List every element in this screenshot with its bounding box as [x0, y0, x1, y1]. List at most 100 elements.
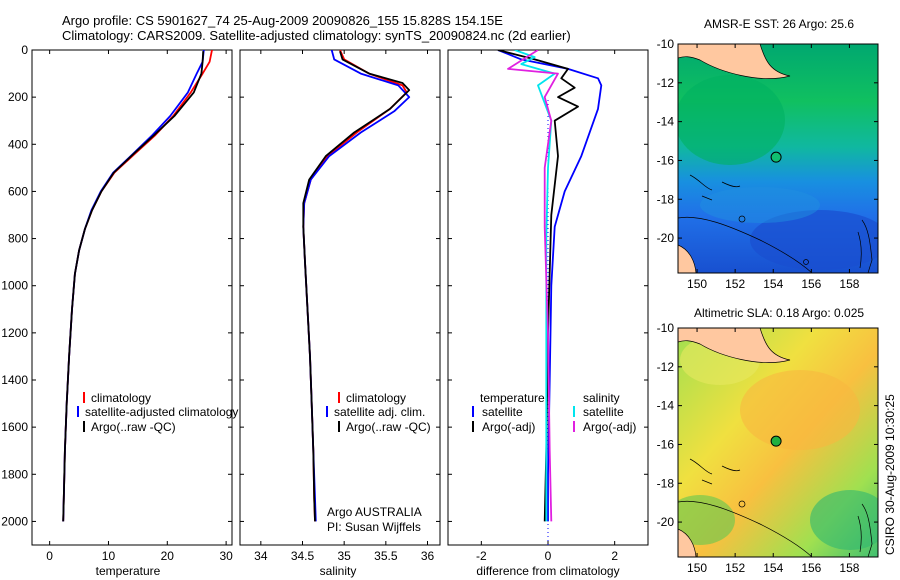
x-tick-label: 30 [219, 549, 233, 563]
y-tick-label: -20 [657, 231, 675, 245]
land-mass [678, 244, 697, 273]
legend-swatch-satellite [77, 406, 79, 417]
x-tick-label: 10 [102, 549, 116, 563]
x-tick-label: 36 [421, 549, 435, 563]
difference-ticks: -2 0 2 [448, 49, 648, 563]
x-tick-label: 34 [254, 549, 268, 563]
x-tick-label: 154 [763, 561, 783, 575]
legend-swatch-argo [83, 421, 85, 432]
y-tick-label: -16 [657, 437, 675, 451]
series-line-satellite-adj-clim- [302, 50, 411, 522]
legend-swatch-temp-satellite [472, 406, 474, 417]
legend-label-temp-satellite: satellite [482, 405, 523, 419]
legend-label-salt-argo: Argo(-adj) [583, 420, 636, 434]
sla-map-title: Altimetric SLA: 0.18 Argo: 0.025 [694, 306, 864, 320]
x-tick-label: 150 [687, 561, 707, 575]
legend-label-temp-argo: Argo(-adj) [482, 420, 535, 434]
reef-outline [738, 500, 746, 508]
series-line-salinity-argo-adj- [507, 50, 559, 522]
y-tick-label: 400 [8, 137, 28, 151]
y-tick-label: 600 [8, 184, 28, 198]
x-tick-label: 20 [161, 549, 175, 563]
sst-patch [750, 210, 878, 270]
salinity-xlabel: salinity [320, 564, 357, 578]
land-mass [678, 44, 791, 79]
title-line-1: Argo profile: CS 5901627_74 25-Aug-2009 … [62, 13, 503, 28]
salinity-axes-frame [239, 49, 441, 546]
y-tick-label: -12 [657, 360, 675, 374]
y-tick-label: 2000 [1, 514, 28, 528]
y-tick-label: 1000 [1, 279, 28, 293]
x-tick-label: 34.5 [291, 549, 315, 563]
temperature-ticks: 0 10 20 30 0 200 400 600 800 1000 1200 1400 1600 1800… [1, 43, 233, 563]
series-line-climatology [302, 50, 408, 522]
sst-map-title: AMSR-E SST: 26 Argo: 25.6 [704, 17, 854, 31]
x-tick-label: 158 [839, 561, 859, 575]
series-line-argo-raw-qc- [62, 51, 205, 522]
land-mass [678, 528, 697, 557]
x-tick-label: 2 [611, 549, 618, 563]
series-line-satellite-adjusted-climatology [62, 50, 205, 522]
difference-xlabel: difference from climatology [476, 564, 619, 578]
title-line-2: Climatology: CARS2009. Satellite-adjuste… [62, 28, 571, 43]
depth-contour [678, 500, 813, 557]
reef-outline [738, 215, 746, 223]
reef-outline [689, 174, 741, 201]
y-tick-label: 1800 [1, 467, 28, 481]
depth-contour [857, 503, 873, 557]
difference-panel: -2 0 2 difference from climatology tempera… [447, 49, 649, 578]
x-tick-label: 156 [801, 561, 821, 575]
salinity-ticks: 34 34.5 35 35.5 36 [240, 49, 440, 563]
sla-map-ticks: 150 152 154 156 158 -10 -12 -14 -16 -18 -20 [657, 321, 878, 575]
difference-lines [497, 50, 603, 522]
salinity-lines [302, 50, 411, 522]
legend-label-satellite: satellite adj. clim. [334, 405, 425, 419]
series-line-climatology [62, 50, 213, 522]
legend-swatch-climatology [338, 392, 340, 403]
temperature-legend: climatology satellite-adjusted climatolo… [77, 391, 238, 434]
platform-annotation: Argo AUSTRALIA [327, 505, 422, 519]
x-tick-label: 158 [839, 277, 859, 291]
y-tick-label: 1600 [1, 420, 28, 434]
y-tick-label: -18 [657, 476, 675, 490]
x-tick-label: 154 [763, 277, 783, 291]
y-tick-label: 0 [21, 43, 28, 57]
sst-patch [678, 75, 785, 165]
legend-label-climatology: climatology [91, 391, 151, 405]
y-tick-label: -14 [657, 399, 675, 413]
series-line-temperature-argo-adj- [497, 50, 579, 522]
series-line-argo-raw-qc- [302, 50, 411, 522]
legend-label-argo: Argo(..raw -QC) [346, 420, 431, 434]
reef-outline [803, 259, 809, 265]
y-tick-label: -12 [657, 76, 675, 90]
y-tick-label: 800 [8, 232, 28, 246]
x-tick-label: 152 [725, 561, 745, 575]
x-tick-label: 0 [46, 549, 53, 563]
depth-contour [678, 216, 813, 273]
legend-label-salt-satellite: satellite [583, 405, 624, 419]
x-tick-label: 35.5 [374, 549, 398, 563]
sst-map-frame [677, 43, 879, 274]
temperature-lines [62, 50, 213, 522]
x-tick-label: 156 [801, 277, 821, 291]
x-tick-label: 152 [725, 277, 745, 291]
y-tick-label: 1200 [1, 326, 28, 340]
temperature-xlabel: temperature [96, 564, 161, 578]
pi-annotation: PI: Susan Wijffels [327, 520, 421, 534]
argo-location-marker [770, 151, 782, 163]
legend-header-salinity: salinity [583, 391, 620, 405]
y-tick-label: -20 [657, 515, 675, 529]
temperature-axes-frame [31, 49, 233, 546]
sst-patch [700, 187, 820, 223]
sla-map-panel: Altimetric SLA: 0.18 Argo: 0.025 150 152 1… [657, 306, 879, 575]
sst-map-panel: AMSR-E SST: 26 Argo: 25.6 150 152 154 156 15… [657, 17, 879, 291]
argo-location-marker [770, 435, 782, 447]
legend-label-satellite: satellite-adjusted climatology [85, 405, 238, 419]
sla-patch [740, 370, 860, 450]
legend-header-temperature: temperature [480, 391, 545, 405]
salinity-legend: climatology satellite adj. clim. Argo(..… [326, 391, 431, 434]
x-tick-label: 35 [337, 549, 351, 563]
y-tick-label: -16 [657, 153, 675, 167]
legend-swatch-temp-argo [472, 421, 474, 432]
